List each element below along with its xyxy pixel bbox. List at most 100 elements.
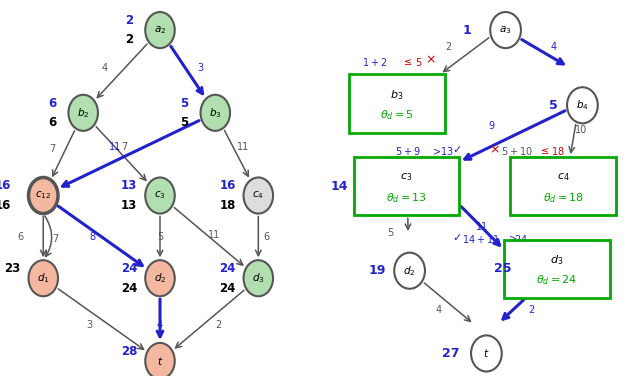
Text: 16: 16 <box>0 179 12 192</box>
Bar <box>349 74 445 133</box>
Text: $\times$: $\times$ <box>489 144 500 156</box>
Text: 7: 7 <box>122 143 128 152</box>
Text: 6: 6 <box>49 97 56 109</box>
Text: 6: 6 <box>18 232 24 242</box>
Text: 11: 11 <box>237 143 249 152</box>
Text: $\mathit{b_4}$: $\mathit{b_4}$ <box>576 99 589 112</box>
Text: $\theta_d = 5$: $\theta_d = 5$ <box>380 108 413 122</box>
Circle shape <box>244 260 273 296</box>
Text: 11: 11 <box>109 142 122 152</box>
Text: $\mathit{d_1}$: $\mathit{d_1}$ <box>37 271 49 285</box>
Text: $\mathit{t}$: $\mathit{t}$ <box>157 355 163 367</box>
Text: $\mathit{c_{12}}$: $\mathit{c_{12}}$ <box>35 190 51 202</box>
Text: 13: 13 <box>121 199 138 212</box>
Text: 14: 14 <box>330 180 348 193</box>
Text: 4: 4 <box>550 42 557 52</box>
Circle shape <box>145 177 175 214</box>
Text: 2: 2 <box>528 305 534 315</box>
Text: 16: 16 <box>0 199 12 212</box>
Circle shape <box>145 343 175 376</box>
Text: $\mathit{b_2}$: $\mathit{b_2}$ <box>77 106 90 120</box>
Text: 5: 5 <box>180 97 189 109</box>
Text: $5$: $5$ <box>415 56 422 68</box>
Text: $\leq$: $\leq$ <box>402 57 413 67</box>
Bar <box>511 157 616 215</box>
Circle shape <box>200 95 230 131</box>
Circle shape <box>68 95 98 131</box>
Circle shape <box>567 87 598 123</box>
Text: 24: 24 <box>121 262 138 275</box>
Text: 9: 9 <box>488 121 494 131</box>
Text: $\theta_d = 13$: $\theta_d = 13$ <box>386 191 427 205</box>
Text: $\theta_d = 24$: $\theta_d = 24$ <box>536 274 577 287</box>
Text: $\mathit{d_3}$: $\mathit{d_3}$ <box>550 253 563 267</box>
Text: 18: 18 <box>220 199 236 212</box>
Circle shape <box>244 177 273 214</box>
Text: $\mathit{a_2}$: $\mathit{a_2}$ <box>154 24 166 36</box>
Bar <box>504 240 610 298</box>
Text: $\mathit{a_3}$: $\mathit{a_3}$ <box>499 24 512 36</box>
Text: 5: 5 <box>180 116 189 129</box>
Circle shape <box>145 260 175 296</box>
Text: ✓: ✓ <box>452 145 461 155</box>
Text: 11: 11 <box>476 223 488 232</box>
Text: $5+9$: $5+9$ <box>396 145 421 157</box>
Text: 8: 8 <box>90 232 95 242</box>
Text: 3: 3 <box>197 63 203 73</box>
Circle shape <box>29 260 58 296</box>
Text: 11: 11 <box>207 230 220 240</box>
Text: 13: 13 <box>121 179 138 192</box>
Text: $>$: $>$ <box>507 234 518 244</box>
Text: ✓: ✓ <box>452 233 461 243</box>
Text: $\mathit{c_4}$: $\mathit{c_4}$ <box>252 190 264 202</box>
Text: 27: 27 <box>442 347 460 360</box>
Text: 5: 5 <box>387 228 394 238</box>
Text: $14+11$: $14+11$ <box>462 233 500 245</box>
Text: 28: 28 <box>121 345 138 358</box>
Text: $\mathit{c_3}$: $\mathit{c_3}$ <box>154 190 166 202</box>
Text: 4: 4 <box>102 63 108 73</box>
Text: 6: 6 <box>49 116 56 129</box>
Text: 1: 1 <box>463 24 472 36</box>
Circle shape <box>490 12 521 48</box>
Text: $\mathit{d_2}$: $\mathit{d_2}$ <box>154 271 166 285</box>
Circle shape <box>29 177 58 214</box>
Text: 2: 2 <box>445 42 451 52</box>
Text: $5+10$: $5+10$ <box>500 145 532 157</box>
Circle shape <box>145 12 175 48</box>
Text: 2: 2 <box>215 320 221 330</box>
Text: 19: 19 <box>369 264 387 277</box>
Circle shape <box>394 253 425 289</box>
Text: 5: 5 <box>157 232 163 242</box>
Text: 24: 24 <box>220 282 236 294</box>
Text: $\mathit{d_2}$: $\mathit{d_2}$ <box>403 264 416 277</box>
Text: 16: 16 <box>220 179 236 192</box>
Text: $18$: $18$ <box>551 145 564 157</box>
Text: 4: 4 <box>157 320 163 330</box>
Text: $\theta_d = 18$: $\theta_d = 18$ <box>543 191 584 205</box>
Text: $\leq$: $\leq$ <box>538 146 550 156</box>
Text: 24: 24 <box>121 282 138 294</box>
Text: 24: 24 <box>220 262 236 275</box>
Text: 7: 7 <box>52 234 59 244</box>
Text: $\times$: $\times$ <box>425 54 436 67</box>
Bar <box>354 157 460 215</box>
Text: 5: 5 <box>549 99 558 112</box>
Circle shape <box>471 335 502 371</box>
Text: $1+2$: $1+2$ <box>362 56 387 68</box>
Text: $\mathit{b_3}$: $\mathit{b_3}$ <box>390 88 403 102</box>
Text: $\mathit{c_4}$: $\mathit{c_4}$ <box>557 171 570 183</box>
Text: $\mathit{d_3}$: $\mathit{d_3}$ <box>252 271 264 285</box>
Text: $>$: $>$ <box>431 146 442 156</box>
Text: 6: 6 <box>263 232 269 242</box>
Text: 25: 25 <box>493 262 511 275</box>
Text: $\mathit{b_3}$: $\mathit{b_3}$ <box>209 106 221 120</box>
Text: 2: 2 <box>125 14 133 27</box>
Text: $\mathit{c_3}$: $\mathit{c_3}$ <box>400 171 413 183</box>
Text: $24$: $24$ <box>515 233 528 245</box>
Text: 2: 2 <box>125 33 133 46</box>
Text: 4: 4 <box>435 305 442 315</box>
Text: $\mathit{t}$: $\mathit{t}$ <box>483 347 490 359</box>
Text: 3: 3 <box>86 320 92 330</box>
Text: $13$: $13$ <box>440 145 454 157</box>
